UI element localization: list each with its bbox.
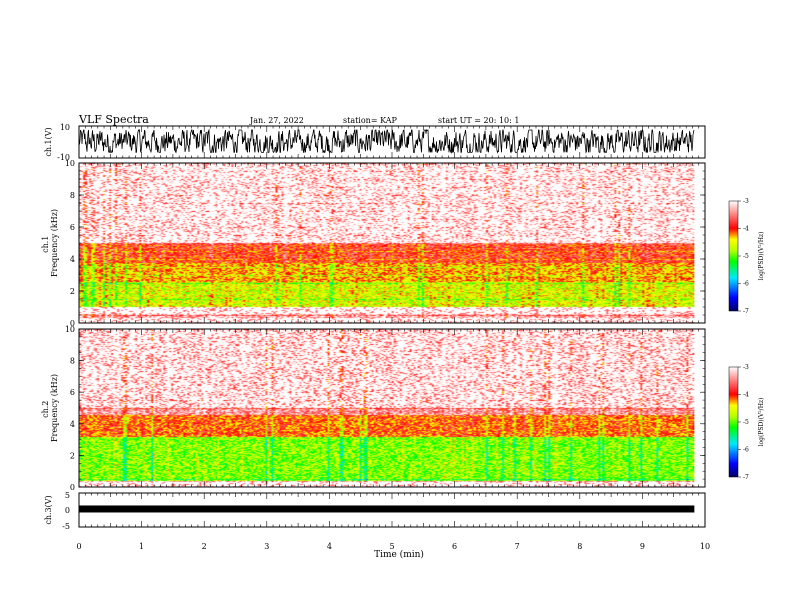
x-tick-label: 5 [389,542,394,551]
y-tick-label: 4 [70,420,75,429]
figure-title: VLF Spectra [78,113,149,126]
y-tick-label: 2 [70,287,75,296]
y-tick-label: 10 [65,159,75,168]
colorbar-tick-label: -5 [743,419,749,426]
ch3-waveform-line [79,505,695,513]
ch3-ytick-top: 5 [65,491,70,500]
x-tick-label: 4 [327,542,332,551]
x-tick-label: 0 [76,542,81,551]
colorbar-tick-label: -5 [743,253,749,260]
colorbar-tick-label: -6 [743,447,749,454]
y-tick-label: 2 [70,451,75,460]
x-tick-labels: 0 1 2 3 4 5 6 7 8 9 10 [76,542,710,551]
start-time-label: start UT = 20: 10: 1 [438,116,519,125]
ch1-colorbar [728,200,739,312]
colorbar-tick-label: -7 [743,308,749,315]
ch1-spectrogram-image [79,163,695,323]
y-tick-label: 6 [70,223,75,232]
ch1-waveform-panel: 10 -10 ch.1(V) [44,123,706,162]
ch3-waveform-panel: 5 0 -5 ch.3(V) [44,491,706,531]
ch1-spec-ylabel-line1: ch.1 [41,236,50,253]
x-axis-label: Time (min) [374,549,424,560]
y-tick-label: 8 [70,191,75,200]
y-tick-label: 8 [70,357,75,366]
y-tick-label: 10 [65,325,75,334]
ch1-colorbar-label: log(PSD)(V²/Hz) [758,232,765,281]
ch2-spectrogram-image [79,329,695,487]
colorbar-tick-label: -7 [743,474,749,481]
ch2-spec-ylabel-line1: ch.2 [41,401,50,418]
station-label: station= KAP [343,116,398,125]
colorbar-tick-label: -4 [743,392,749,399]
ch2-spec-ylabel: ch.2 Frequency (kHz) [41,374,59,442]
x-tick-label: 3 [264,542,269,551]
x-tick-label: 8 [577,542,582,551]
colorbar-tick-label: -4 [743,226,749,233]
ch1-ylabel: ch.1(V) [44,127,53,156]
ch1-ytick-bottom: -10 [57,153,70,162]
ch1-waveform-line [78,128,695,154]
colorbar-tick-label: -3 [743,198,749,205]
ch2-colorbar-label: log(PSD)(V²/Hz) [758,398,765,447]
ch3-ytick-mid: 0 [65,506,70,515]
ch2-colorbar [728,366,739,478]
colorbar-tick-label: -6 [743,281,749,288]
ch1-spec-ylabel-line2: Frequency (kHz) [50,209,59,277]
ch2-spec-ylabel-line2: Frequency (kHz) [50,374,59,442]
ch1-ytick-top: 10 [60,123,70,132]
x-tick-label: 10 [700,542,710,551]
x-tick-label: 1 [139,542,144,551]
ch1-spec-ylabel: ch.1 Frequency (kHz) [41,209,59,277]
x-tick-label: 7 [515,542,520,551]
ch3-ylabel: ch.3(V) [44,495,53,524]
x-tick-label: 9 [640,542,645,551]
y-tick-label: 4 [70,255,75,264]
x-tick-label: 2 [202,542,207,551]
colorbar-tick-label: -3 [743,364,749,371]
date-label: Jan. 27, 2022 [249,116,304,125]
y-tick-label: 0 [70,483,75,492]
y-tick-label: 0 [70,319,75,328]
x-tick-label: 6 [452,542,457,551]
y-tick-label: 6 [70,388,75,397]
ch1-waveform-trace [78,128,695,154]
ch3-ytick-bottom: -5 [62,522,70,531]
